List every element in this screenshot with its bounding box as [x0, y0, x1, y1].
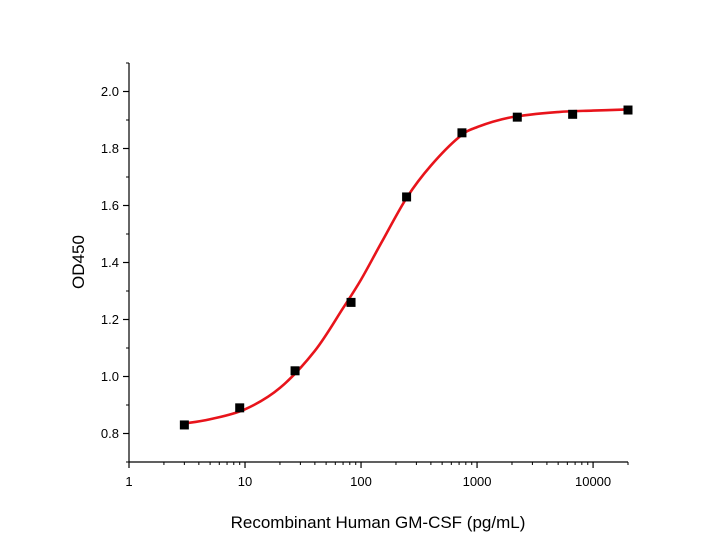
data-point: [512, 112, 522, 122]
x-tick-label: 100: [350, 474, 372, 489]
y-tick-label: 0.8: [101, 426, 119, 441]
x-axis-title: Recombinant Human GM-CSF (pg/mL): [231, 513, 526, 532]
y-tick-label: 1.8: [101, 141, 119, 156]
x-axis-ticks: 1 10 100 1000 10000: [125, 462, 629, 489]
fit-curve: [183, 108, 630, 425]
data-point: [623, 105, 633, 115]
y-tick-label: 1.2: [101, 312, 119, 327]
y-tick-label: 2.0: [101, 84, 119, 99]
data-point: [568, 109, 578, 119]
data-point: [179, 420, 189, 430]
x-tick-label: 10000: [575, 474, 611, 489]
y-axis-ticks: 0.8 1.0 1.2 1.4 1.6 1.8 2.0: [101, 62, 129, 463]
data-points: [179, 105, 633, 430]
y-axis-title: OD450: [69, 235, 88, 289]
y-tick-label: 1.0: [101, 369, 119, 384]
data-point: [457, 128, 467, 138]
y-tick-label: 1.6: [101, 198, 119, 213]
x-tick-label: 1: [125, 474, 132, 489]
y-tick-label: 1.4: [101, 255, 119, 270]
x-tick-label: 1000: [463, 474, 492, 489]
data-point: [402, 192, 412, 202]
data-point: [346, 297, 356, 307]
data-point: [235, 403, 245, 413]
data-point: [290, 366, 300, 376]
x-tick-label: 10: [238, 474, 252, 489]
